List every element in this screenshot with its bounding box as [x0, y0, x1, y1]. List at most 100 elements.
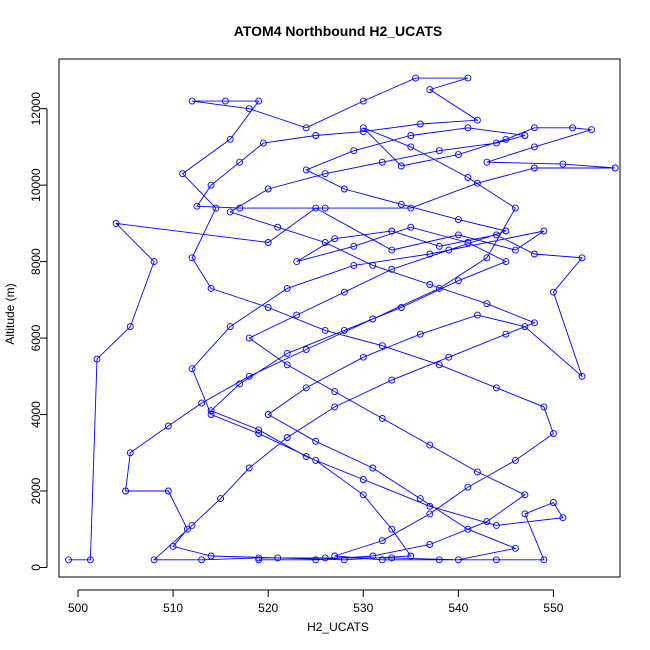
data-point — [464, 525, 472, 533]
data-point — [369, 464, 377, 472]
data-point — [183, 525, 191, 533]
data-point — [559, 514, 567, 522]
data-point — [426, 281, 434, 288]
data-point — [321, 326, 329, 334]
x-axis-label: H2_UCATS — [307, 620, 369, 634]
data-point — [255, 556, 263, 564]
data-point — [454, 277, 462, 285]
data-point — [464, 124, 472, 132]
data-point — [350, 261, 358, 269]
data-point — [179, 170, 187, 178]
data-point — [502, 258, 510, 266]
data-point — [473, 468, 481, 476]
data-point — [397, 200, 405, 208]
data-point — [426, 541, 434, 548]
data-point — [483, 254, 491, 262]
data-point — [245, 334, 253, 342]
data-point — [549, 430, 557, 438]
data-point — [521, 323, 529, 331]
x-tick-label: 550 — [543, 601, 563, 615]
data-point — [611, 164, 619, 172]
data-point — [369, 261, 377, 269]
data-point — [473, 311, 481, 319]
data-point — [331, 388, 339, 396]
data-point — [407, 132, 415, 139]
data-point — [150, 258, 158, 266]
series-line — [68, 77, 616, 561]
data-point — [359, 124, 367, 132]
data-point — [435, 556, 443, 564]
data-point — [388, 376, 396, 384]
data-point — [283, 434, 291, 441]
data-point — [274, 554, 282, 562]
data-point — [236, 204, 244, 212]
x-tick-label: 520 — [258, 601, 278, 615]
data-point — [492, 556, 500, 564]
data-point — [198, 399, 206, 407]
data-point — [530, 164, 538, 172]
data-point — [188, 254, 196, 262]
data-point — [350, 242, 358, 250]
data-point — [426, 510, 434, 518]
data-point — [312, 132, 320, 139]
data-point — [221, 97, 229, 105]
y-tick-label: 12000 — [29, 92, 43, 126]
data-point — [530, 124, 538, 132]
data-point — [126, 449, 134, 457]
data-point — [378, 556, 386, 564]
data-point — [302, 384, 310, 392]
data-point — [321, 239, 329, 246]
data-point — [464, 74, 472, 82]
data-point — [126, 323, 134, 331]
data-point — [226, 323, 234, 331]
data-point — [65, 556, 72, 564]
x-tick-label: 530 — [353, 601, 373, 615]
data-point — [435, 361, 443, 369]
data-point — [331, 552, 339, 560]
data-point — [198, 556, 206, 564]
data-point — [359, 353, 367, 361]
data-point — [340, 185, 348, 193]
data-point — [549, 499, 557, 506]
y-tick-label: 8000 — [29, 248, 43, 275]
x-tick-label: 500 — [68, 601, 88, 615]
data-point — [212, 204, 220, 212]
data-point — [122, 487, 130, 495]
data-point — [578, 254, 586, 262]
data-point — [150, 556, 158, 564]
data-point — [492, 231, 500, 239]
data-point — [454, 216, 462, 224]
data-point — [236, 158, 244, 166]
data-point — [416, 120, 424, 128]
data-point — [388, 265, 396, 273]
data-point — [331, 235, 339, 243]
data-point — [188, 97, 196, 105]
data-point — [473, 116, 481, 124]
data-point — [369, 552, 377, 560]
data-point — [426, 441, 434, 449]
data-point — [454, 151, 462, 159]
data-point — [93, 355, 101, 363]
data-point — [388, 246, 396, 254]
data-point — [264, 239, 272, 246]
data-point — [435, 284, 443, 292]
data-point — [321, 204, 329, 212]
data-point — [255, 426, 263, 434]
data-point — [259, 139, 267, 147]
data-point — [483, 158, 491, 166]
data-point — [378, 158, 386, 166]
data-point — [245, 372, 253, 380]
data-point — [302, 124, 310, 132]
data-point — [359, 491, 367, 499]
data-point — [283, 349, 291, 357]
data-point — [521, 132, 529, 139]
data-point — [530, 143, 538, 151]
data-point — [464, 239, 472, 246]
data-point — [407, 223, 415, 231]
data-point — [193, 202, 201, 210]
data-point — [483, 518, 491, 526]
data-point — [511, 204, 519, 212]
data-point — [255, 430, 263, 438]
